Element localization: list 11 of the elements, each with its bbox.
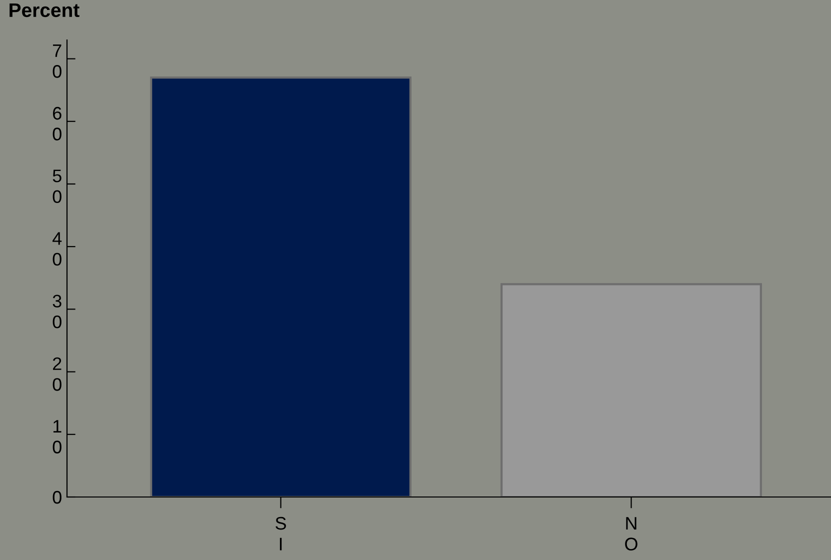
y-tick-label: 20 — [52, 357, 62, 391]
y-tick-label: 0 — [52, 490, 62, 504]
y-tick-label: 40 — [52, 232, 62, 266]
y-axis-title: Percent — [10, 4, 80, 18]
y-tick-label: 70 — [52, 44, 62, 78]
y-tick-label: 10 — [52, 420, 62, 454]
x-tick-label: NO — [625, 517, 638, 550]
x-tick-label: SI — [276, 516, 286, 550]
y-tick-label: 30 — [52, 294, 62, 328]
y-tick-label: 50 — [52, 170, 62, 204]
y-tick-label: 60 — [52, 106, 62, 140]
